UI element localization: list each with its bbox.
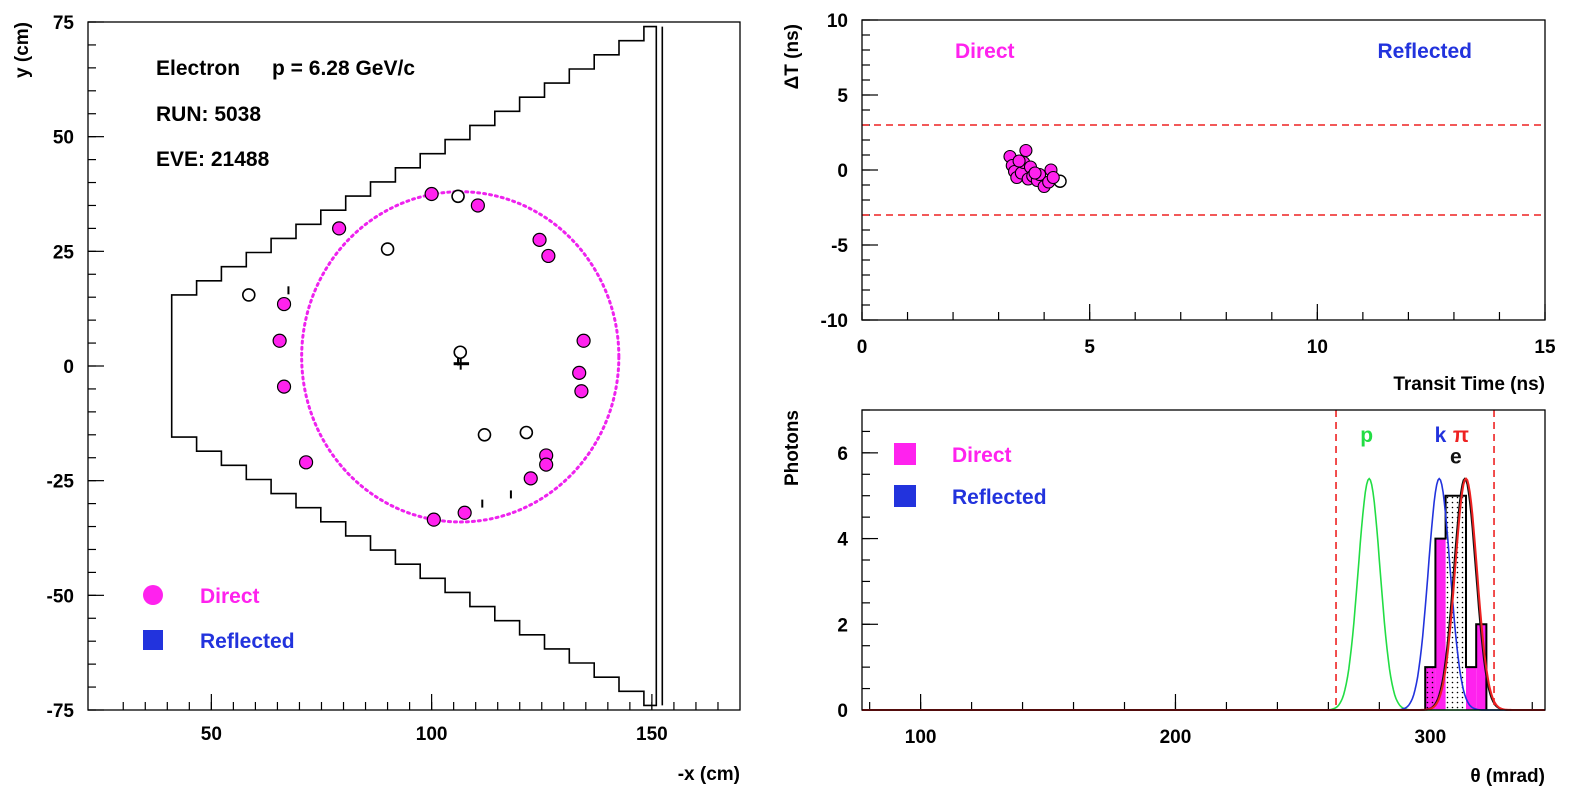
y-tick-label: 4 bbox=[837, 530, 848, 551]
y-tick-label: 6 bbox=[837, 444, 848, 465]
y-tick-label: 0 bbox=[837, 161, 848, 182]
x-tick-label: 0 bbox=[857, 337, 868, 358]
histogram-bar-direct bbox=[1435, 538, 1446, 710]
hit-direct bbox=[276, 296, 292, 312]
legend-direct-label: Direct bbox=[200, 585, 260, 608]
hit-direct bbox=[532, 232, 547, 247]
y-tick-label: -5 bbox=[831, 236, 848, 257]
plot-frame bbox=[861, 19, 1546, 321]
x-axis-title: Transit Time (ns) bbox=[1393, 374, 1545, 395]
x-tick-label: 150 bbox=[636, 724, 668, 745]
y-tick-label: 50 bbox=[53, 128, 74, 149]
histogram-bar-direct bbox=[1476, 624, 1487, 710]
y-tick-label: -75 bbox=[47, 701, 75, 722]
histogram-outline bbox=[1424, 494, 1488, 710]
x-axis-title: -x (cm) bbox=[678, 764, 740, 785]
y-axis-title: ΔT (ns) bbox=[782, 24, 803, 89]
x-tick-label: 100 bbox=[905, 727, 937, 748]
particle-label: e bbox=[1450, 446, 1462, 469]
y-tick-label: 0 bbox=[837, 701, 848, 722]
momentum-label: p = 6.28 GeV/c bbox=[272, 57, 415, 80]
histogram-bar-direct bbox=[1455, 495, 1466, 710]
legend-reflected-marker bbox=[143, 630, 163, 650]
hit-direct bbox=[457, 505, 472, 520]
hit-direct bbox=[576, 333, 591, 348]
run-label: RUN: 5038 bbox=[156, 103, 261, 126]
hit-map-panel: 50 100 150 75 50 25 0 -25 -50 -75 -x (cm) y (cm) Ele… bbox=[12, 13, 741, 785]
x-tick-label: 200 bbox=[1160, 727, 1192, 748]
hit-direct bbox=[572, 365, 587, 380]
x-tick-label: 15 bbox=[1534, 337, 1556, 358]
y-tick-label: 0 bbox=[63, 357, 74, 378]
y-tick-label: 25 bbox=[53, 242, 75, 263]
histogram-bar-direct bbox=[1425, 667, 1436, 710]
particle-label: k bbox=[1435, 424, 1447, 447]
hit-hollow bbox=[241, 288, 256, 302]
time-point-direct bbox=[1012, 154, 1026, 168]
y-axis-title: Photons bbox=[782, 410, 803, 486]
x-tick-label: 10 bbox=[1307, 337, 1328, 358]
plot-frame bbox=[87, 21, 741, 711]
timing-panel: 0 5 10 15 10 5 0 -5 -10 Transit Time (ns) ΔT (ns) D… bbox=[782, 11, 1556, 395]
hit-hollow bbox=[451, 189, 465, 204]
particle-label: Electron bbox=[156, 57, 240, 80]
angle-histogram-panel: 100 200 300 0 2 4 6 θ (mrad) Photons p k πe Direct Re… bbox=[782, 409, 1546, 787]
event-label: EVE: 21488 bbox=[156, 148, 270, 171]
legend-reflected-marker bbox=[894, 485, 916, 507]
legend-reflected-label: Reflected bbox=[200, 630, 295, 653]
particle-label: π bbox=[1453, 424, 1469, 447]
x-tick-label: 100 bbox=[416, 724, 448, 745]
x-tick-label: 5 bbox=[1084, 337, 1095, 358]
legend-reflected-label: Reflected bbox=[952, 486, 1047, 509]
x-tick-label: 50 bbox=[201, 724, 222, 745]
hit-hollow bbox=[453, 345, 468, 360]
time-point-direct bbox=[1019, 143, 1033, 158]
y-tick-label: 75 bbox=[53, 13, 75, 34]
y-tick-label: 2 bbox=[837, 615, 848, 636]
hit-hollow bbox=[380, 242, 395, 256]
y-tick-label: 10 bbox=[827, 11, 848, 32]
particle-label: p bbox=[1360, 424, 1373, 447]
hit-direct bbox=[541, 248, 556, 264]
legend-direct-marker bbox=[143, 585, 163, 605]
plot-frame bbox=[861, 409, 1546, 711]
hit-direct bbox=[332, 221, 347, 236]
hit-direct bbox=[574, 384, 589, 399]
legend-direct-label: Direct bbox=[952, 444, 1012, 467]
hit-direct bbox=[523, 471, 538, 486]
hit-direct bbox=[424, 186, 439, 202]
x-axis-title: θ (mrad) bbox=[1470, 766, 1545, 787]
hit-direct bbox=[276, 379, 292, 394]
time-point-direct bbox=[1028, 166, 1042, 180]
y-axis-title: y (cm) bbox=[12, 22, 33, 78]
hit-hollow bbox=[519, 425, 534, 440]
hit-direct bbox=[298, 455, 314, 470]
reflected-label: Reflected bbox=[1377, 40, 1472, 63]
time-point-direct bbox=[1046, 170, 1060, 185]
x-tick-label: 300 bbox=[1414, 727, 1446, 748]
detector-outline bbox=[170, 25, 658, 707]
hit-direct bbox=[426, 512, 441, 527]
hit-direct bbox=[470, 198, 485, 213]
y-tick-label: -25 bbox=[47, 472, 75, 493]
legend-direct-marker bbox=[894, 443, 916, 465]
hit-direct bbox=[272, 333, 287, 348]
histogram-bar-direct bbox=[1465, 667, 1477, 710]
y-tick-label: -50 bbox=[47, 586, 74, 607]
y-tick-label: -10 bbox=[821, 311, 848, 332]
y-tick-label: 5 bbox=[837, 86, 848, 107]
hit-direct bbox=[539, 457, 554, 472]
direct-label: Direct bbox=[955, 40, 1015, 63]
hit-hollow bbox=[477, 427, 492, 442]
